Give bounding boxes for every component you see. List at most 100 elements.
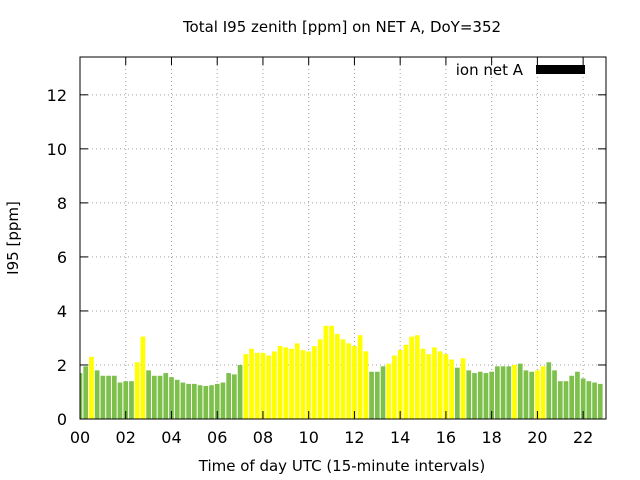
y-tick-label: 4	[57, 302, 67, 321]
bar	[409, 336, 414, 419]
bar	[214, 383, 220, 419]
bar	[272, 351, 277, 419]
bar	[357, 335, 363, 419]
bar	[203, 386, 209, 419]
bar	[300, 350, 306, 419]
x-tick-label: 02	[116, 428, 136, 447]
bar	[546, 362, 552, 419]
x-tick-label: 10	[299, 428, 319, 447]
bar	[180, 382, 186, 419]
legend-label: ion net A	[456, 61, 524, 79]
bar	[552, 370, 557, 419]
bar	[237, 364, 243, 419]
bar	[352, 346, 357, 419]
x-tick-label: 06	[207, 428, 227, 447]
bar	[254, 352, 260, 419]
bar	[575, 371, 580, 419]
bar	[111, 375, 117, 419]
bar	[523, 370, 529, 419]
bar	[529, 371, 535, 419]
bar	[346, 343, 352, 419]
x-tick-label: 12	[344, 428, 364, 447]
bar	[243, 354, 249, 419]
bar	[232, 374, 237, 419]
bar	[117, 382, 123, 419]
bar	[580, 378, 586, 419]
bar	[369, 371, 374, 419]
bar	[563, 381, 569, 419]
bar	[483, 373, 489, 419]
bar	[323, 325, 329, 419]
legend-swatch	[536, 65, 585, 74]
bar	[186, 383, 191, 419]
y-tick-label: 0	[57, 410, 67, 429]
axis-ticks	[79, 57, 606, 420]
bar	[169, 377, 174, 419]
bar	[329, 325, 334, 419]
x-tick-label: 00	[70, 428, 90, 447]
bar	[592, 382, 597, 419]
bar	[569, 375, 575, 419]
bar	[163, 373, 169, 419]
bar	[392, 355, 397, 419]
bar	[317, 339, 323, 419]
bar	[535, 370, 540, 419]
bar	[443, 354, 449, 419]
x-tick-label: 16	[436, 428, 456, 447]
bar	[129, 381, 134, 419]
bar	[249, 348, 254, 419]
bar	[334, 333, 340, 419]
bar	[100, 375, 106, 419]
bar	[146, 370, 151, 419]
bar	[151, 375, 157, 419]
x-tick-label: 22	[573, 428, 593, 447]
bar	[283, 347, 289, 419]
bar	[123, 381, 129, 419]
bar	[83, 366, 89, 419]
chart-title: Total I95 zenith [ppm] on NET A, DoY=352	[182, 18, 501, 36]
legend: ion net A	[456, 61, 585, 79]
bar	[397, 350, 403, 419]
bar	[455, 367, 460, 419]
bar	[89, 356, 94, 419]
y-axis-title: I95 [ppm]	[4, 201, 22, 275]
bar	[140, 336, 146, 419]
bar	[277, 346, 283, 419]
bar	[517, 363, 523, 419]
bar	[157, 375, 163, 419]
bar	[489, 371, 494, 419]
bar	[226, 373, 231, 419]
plot-frame	[79, 56, 607, 420]
bar	[220, 382, 226, 419]
bar	[306, 351, 312, 419]
bar	[500, 366, 506, 419]
bar	[94, 370, 100, 419]
bar	[174, 379, 180, 419]
bar	[495, 366, 500, 419]
bar	[374, 371, 380, 419]
bar	[477, 371, 483, 419]
bar	[506, 366, 512, 419]
bar	[420, 348, 426, 419]
y-tick-label: 2	[57, 356, 67, 375]
bar	[106, 375, 111, 419]
bar	[192, 383, 197, 419]
bar	[294, 343, 300, 419]
bar	[197, 385, 203, 419]
bar	[586, 381, 592, 419]
x-tick-label: 04	[161, 428, 181, 447]
y-tick-label: 6	[57, 248, 67, 267]
bar	[312, 346, 317, 419]
bar	[403, 344, 409, 419]
x-axis-title: Time of day UTC (15-minute intervals)	[198, 457, 485, 475]
bar	[414, 335, 420, 419]
bar	[472, 373, 477, 419]
bar	[557, 381, 563, 419]
bar	[460, 358, 466, 419]
bar	[540, 366, 546, 419]
bar	[597, 383, 603, 419]
bar	[437, 351, 443, 419]
bars	[80, 325, 603, 419]
bar	[80, 373, 83, 419]
